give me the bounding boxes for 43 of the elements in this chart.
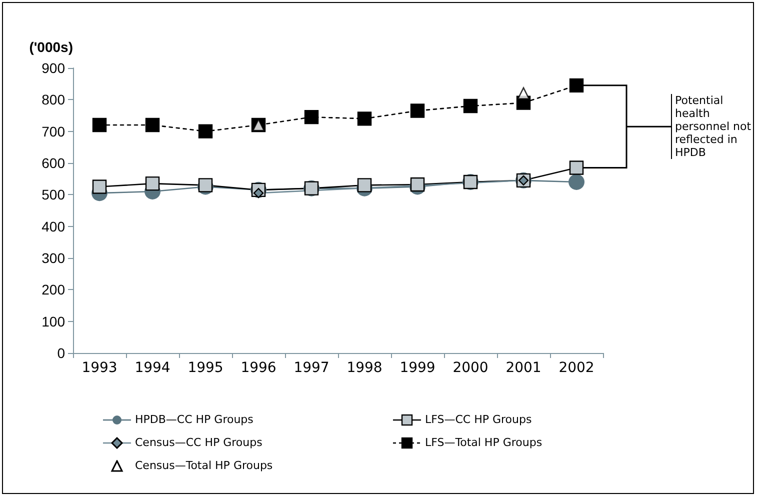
- y-tick-label: 400: [42, 218, 66, 234]
- y-tick-label: 0: [57, 345, 66, 361]
- x-tick-label: 2000: [452, 360, 488, 376]
- y-axis-title: ('000s): [29, 39, 73, 55]
- point: [198, 124, 213, 138]
- x-tick-label: 1995: [188, 360, 224, 376]
- point: [304, 110, 319, 124]
- x-tick-label: 1997: [294, 360, 330, 376]
- point: [145, 118, 160, 132]
- point: [463, 98, 478, 114]
- x-tick-label: 1994: [134, 360, 170, 376]
- text: Potential health personnel not reflected in HPDB: [671, 94, 755, 160]
- point: [357, 178, 372, 192]
- y-tick-label: 300: [42, 250, 66, 266]
- legend-label: HPDB—CC HP Groups: [135, 413, 254, 426]
- point: [145, 176, 160, 191]
- x-tick-label: 1996: [240, 360, 276, 376]
- point: [410, 177, 425, 192]
- point: [357, 112, 372, 126]
- point: [410, 104, 425, 118]
- y-tick-label: 100: [42, 313, 66, 330]
- point: [92, 180, 107, 194]
- y-tick-label: 200: [42, 282, 66, 298]
- point: [92, 118, 107, 132]
- legend-label: Census—CC HP Groups: [135, 436, 262, 449]
- x-tick-label: 1993: [82, 360, 118, 376]
- x-tick-label: 2002: [558, 360, 594, 376]
- y-tick-label: 600: [42, 155, 66, 171]
- y-tick-label: 900: [42, 60, 66, 76]
- point: [517, 87, 530, 100]
- y-tick-label: 700: [42, 123, 66, 140]
- x-tick-label: 1998: [346, 360, 382, 376]
- x-tick-label: 1999: [400, 360, 436, 376]
- legend-label: Census—Total HP Groups: [135, 459, 273, 472]
- point: [569, 160, 584, 175]
- x-tick-label: 2001: [506, 360, 542, 376]
- point: [198, 178, 213, 192]
- legend-label: LFS—CC HP Groups: [425, 413, 532, 426]
- y-tick-label: 500: [42, 186, 66, 203]
- point: [569, 78, 584, 93]
- legend-label: LFS—Total HP Groups: [425, 436, 542, 449]
- y-tick-label: 800: [42, 92, 66, 108]
- point: [568, 174, 584, 190]
